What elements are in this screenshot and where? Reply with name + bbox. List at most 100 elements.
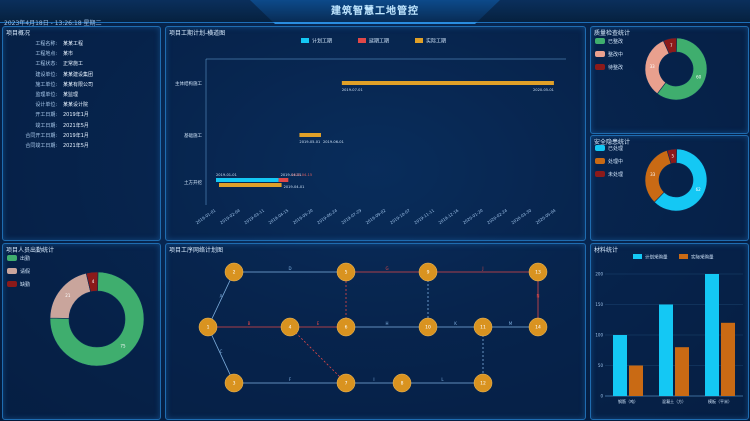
info-row: 监理单位: 某监理 [21,91,78,98]
x-tick-label: 钢筋（吨） [618,398,638,404]
network-panel: 项目工序网络计划图 A B C D E F G H I J K L M N 1 2 3 4 5 6 7 8 9 10 11 12 1… [165,243,586,420]
network-edge-label: G [385,266,388,271]
y-tick-label: 100 [595,333,603,338]
gantt-x-tick: 2019-12-16 [438,207,460,225]
slice-value-label: 33 [650,172,656,177]
bar-planned [705,274,719,396]
gantt-bar-label: 2019-01-01 [216,173,237,177]
legend-label: 待整改 [608,64,623,71]
network-node-label: 12 [480,381,486,387]
network-edge-label: I [373,377,374,382]
legend-swatch [595,171,605,177]
slice-value-label: 75 [120,344,126,349]
info-value: 2021年5月 [63,143,89,149]
network-edge-label: E [317,321,320,326]
info-key: 竣工日期: [35,122,57,129]
slice-value-label: 60 [696,74,702,79]
x-tick-label: 混凝土（方） [662,398,686,404]
network-node [336,373,356,393]
gantt-x-tick: 2019-04-15 [268,207,290,225]
bar-actual [721,322,735,396]
info-value: 某监理 [63,92,79,98]
gantt-bar-actual [299,133,321,137]
info-row: 开工日期: 2019年1月 [21,111,89,118]
title-decoration [250,0,500,24]
y-tick-label: 200 [595,272,603,277]
info-value: 某某设计院 [63,102,89,109]
project-info-panel: 项目概况 工程名称: 某某工程 工程地点: 某市 工程状态: 正常施工 建设单位: 某某建设集… [2,26,161,241]
legend-swatch [633,254,642,259]
slice-value-label: 5 [671,154,674,159]
network-node-label: 10 [425,325,431,331]
legend-swatch [7,281,17,287]
info-value: 2019年1月 [63,132,89,139]
network-edge-label: B [248,321,251,326]
info-key: 合同竣工日期: [25,143,57,149]
network-node-label: 11 [480,325,486,331]
network-edge-label: F [289,377,292,382]
info-value: 某某有限公司 [63,81,94,88]
network-edge-label: L [441,377,444,382]
gantt-bar-plan [216,178,279,182]
network-node-label: 13 [535,270,541,276]
network-edge-label: J [481,266,483,271]
panel-title: 项目工序网络计划图 [169,247,224,254]
legend-swatch [358,38,366,43]
slice-value-label: 33 [650,64,656,69]
info-key: 开工日期: [35,112,57,119]
network-edge [207,326,235,384]
network-node-label: 2 [233,270,236,276]
bar-actual [675,347,689,396]
gantt-x-tick: 2020-02-24 [486,207,508,225]
network-edge-label: D [288,266,291,271]
network-edge-label: N [537,294,540,299]
gantt-row-label: 土方开挖 [184,179,202,186]
gantt-bar-actual [219,183,282,187]
gantt-panel: 项目工期计划-横道图 计划工期 延期工期 实际工期 主体结构施工 基础施工 土方开挖 201… [165,26,586,241]
info-value: 正常施工 [63,61,84,68]
gantt-row-label: 主体结构施工 [175,80,202,87]
gantt-x-tick: 2019-02-04 [219,207,241,225]
panel-title: 项目工期计划-横道图 [169,30,226,37]
legend-label: 整改中 [608,51,623,58]
datetime-display: 2023年4月18日 - 13:26:18 星期二 [4,20,102,27]
gantt-x-tick: 2019-03-11 [243,207,265,225]
legend-swatch [679,254,688,259]
legend-swatch [7,268,17,274]
gantt-x-tick: 2019-11-11 [413,207,435,225]
info-key: 施工单位: [35,81,57,88]
y-tick-label: 0 [600,394,603,399]
materials-panel: 材料统计 计划采购量 实际采购量 0 50 100 150 200 钢筋（吨） 混凝土（方） 模板… [590,243,749,420]
network-edge-label: C [220,349,223,354]
info-value: 某某工程 [63,41,84,47]
network-node-label: 4 [289,325,292,331]
gantt-bar-actual [341,81,554,85]
network-node-label: 5 [345,270,348,276]
network-edge [207,271,235,328]
slice-value-label: 7 [670,43,673,48]
network-node [473,317,493,337]
bar-planned [659,304,673,396]
gantt-bar-label: 2019-04-15 [291,173,312,177]
legend-label: 计划工期 [312,38,332,45]
info-key: 设计单位: [35,102,57,109]
network-node [224,262,244,282]
legend-label: 出勤 [20,255,30,262]
legend-label: 计划采购量 [645,254,668,261]
info-key: 工程地点: [35,51,57,58]
legend-label: 实际采购量 [691,254,714,261]
gantt-bar-label: 2019-06-01 [323,140,344,144]
info-row: 合同开工日期: 2019年1月 [21,132,89,139]
gantt-bar-delay [278,178,289,182]
gantt-bar-label: 2019-07-01 [342,88,363,92]
donut-slice [653,148,708,212]
network-node-label: 7 [345,381,348,387]
donut-slice [666,148,677,165]
info-row: 竣工日期: 2021年5月 [21,122,89,129]
info-row: 工程名称: 某某工程 [21,40,83,47]
